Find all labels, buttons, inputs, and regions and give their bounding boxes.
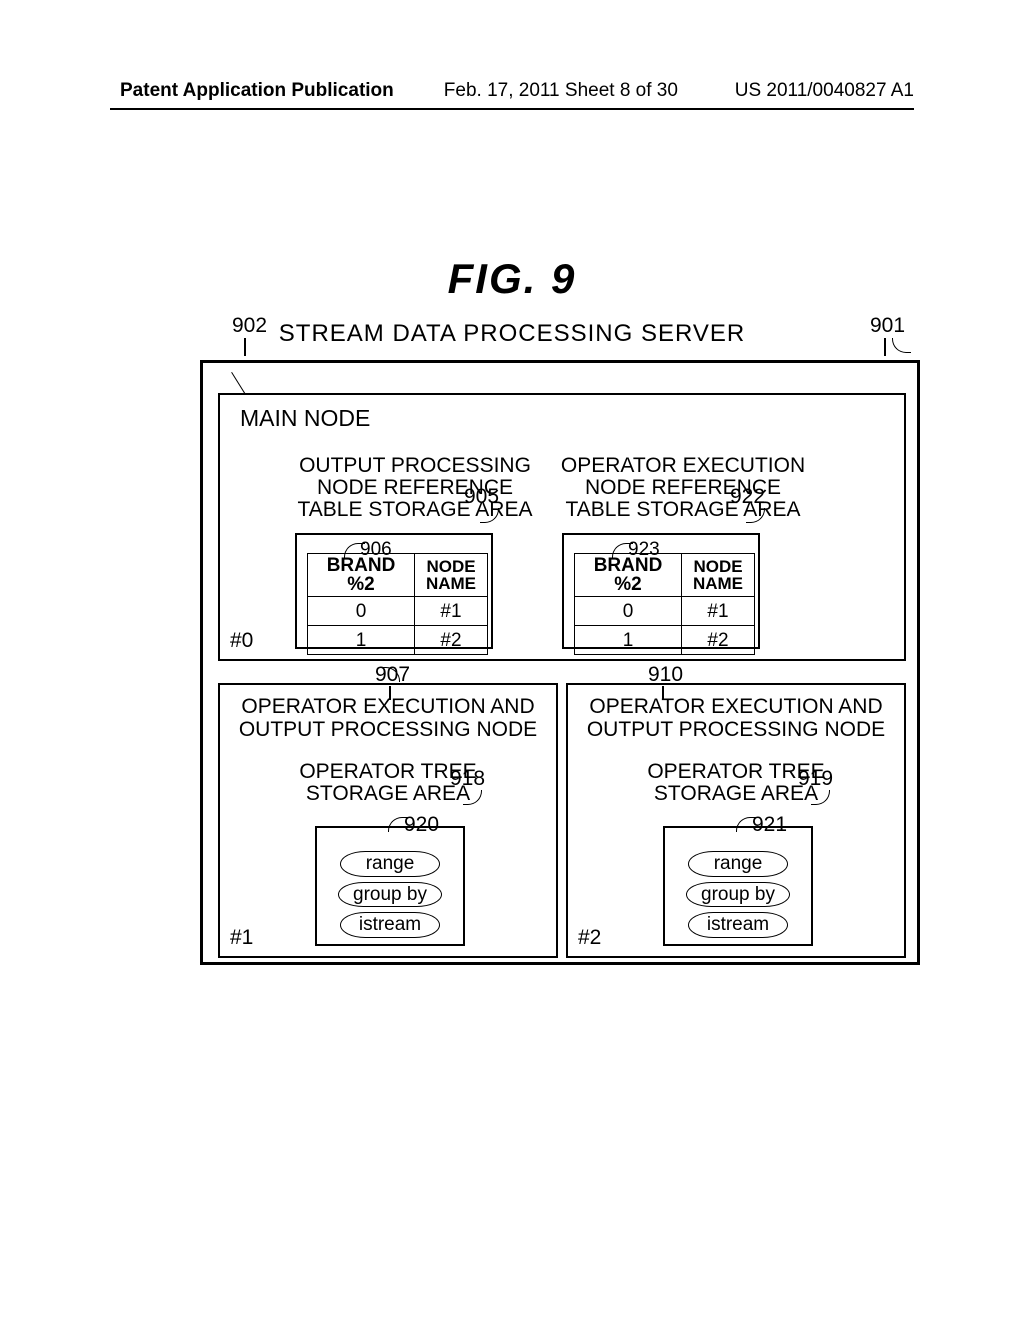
- tr-col-b: NODE NAME: [682, 554, 755, 597]
- leader-901b: [892, 338, 911, 353]
- table-right: BRAND %2 NODE NAME 0 #1 1 #2: [574, 553, 755, 655]
- op-node: group by: [686, 882, 790, 908]
- cell: #1: [682, 597, 755, 626]
- main-node-hash: #0: [230, 629, 253, 653]
- table-row: 0 #1: [308, 597, 488, 626]
- cell: #2: [682, 626, 755, 655]
- sr-h3: TABLE STORAGE AREA: [566, 498, 801, 521]
- exec-right-title: OPERATOR EXECUTION AND OUTPUT PROCESSING…: [568, 695, 904, 741]
- op-node: istream: [340, 912, 440, 938]
- header-sheet-info: Feb. 17, 2011 Sheet 8 of 30: [444, 80, 678, 102]
- exec-right-hash: #2: [578, 926, 601, 950]
- server-box: MAIN NODE #0 OUTPUT PROCESSING NODE REFE…: [200, 360, 920, 965]
- cell: 1: [308, 626, 415, 655]
- ref-918: 918: [450, 767, 485, 791]
- op-node: group by: [338, 882, 442, 908]
- exec-left-hash: #1: [230, 926, 253, 950]
- header-pub-number: US 2011/0040827 A1: [735, 80, 914, 102]
- table-row: 1 #2: [575, 626, 755, 655]
- el-ot2: STORAGE AREA: [306, 782, 470, 805]
- sl-h1: OUTPUT PROCESSING: [299, 454, 531, 477]
- main-node-box: MAIN NODE #0 OUTPUT PROCESSING NODE REFE…: [218, 393, 906, 661]
- table-left: BRAND %2 NODE NAME 0 #1 1 #2: [307, 553, 488, 655]
- ref-901: 901: [870, 314, 905, 338]
- operator-tree-left: range group by istream: [315, 826, 465, 946]
- op-node: istream: [688, 912, 788, 938]
- tl-col-b: NODE NAME: [415, 554, 488, 597]
- cell: 0: [308, 597, 415, 626]
- ref-922: 922: [730, 485, 765, 509]
- tl-col-a: BRAND %2: [308, 554, 415, 597]
- exec-right-ot-heading: OPERATOR TREE STORAGE AREA: [568, 761, 904, 805]
- er-t1: OPERATOR EXECUTION AND: [589, 695, 882, 718]
- patent-page: Patent Application Publication Feb. 17, …: [0, 0, 1024, 1320]
- tr-col-b2: NAME: [693, 574, 743, 593]
- exec-left-title: OPERATOR EXECUTION AND OUTPUT PROCESSING…: [220, 695, 556, 741]
- op-node: range: [688, 851, 788, 877]
- leader-901: [884, 338, 886, 356]
- exec-node-left: OPERATOR EXECUTION AND OUTPUT PROCESSING…: [218, 683, 558, 958]
- storage-right-box: BRAND %2 NODE NAME 0 #1 1 #2: [562, 533, 760, 649]
- er-ot2: STORAGE AREA: [654, 782, 818, 805]
- storage-left-box: BRAND %2 NODE NAME 0 #1 1 #2: [295, 533, 493, 649]
- table-row: 0 #1: [575, 597, 755, 626]
- el-t2: OUTPUT PROCESSING NODE: [239, 718, 537, 741]
- figure-title: FIG. 9: [0, 255, 1024, 303]
- page-header: Patent Application Publication Feb. 17, …: [0, 80, 1024, 102]
- header-publication: Patent Application Publication: [120, 80, 394, 102]
- sr-h1: OPERATOR EXECUTION: [561, 454, 805, 477]
- cell: 0: [575, 597, 682, 626]
- exec-node-right: OPERATOR EXECUTION AND OUTPUT PROCESSING…: [566, 683, 906, 958]
- tl-col-b2: NAME: [426, 574, 476, 593]
- table-row: 1 #2: [308, 626, 488, 655]
- el-t1: OPERATOR EXECUTION AND: [241, 695, 534, 718]
- header-rule: [110, 108, 914, 110]
- leader-902: [244, 338, 246, 356]
- ref-905: 905: [464, 485, 499, 509]
- cell: #2: [415, 626, 488, 655]
- operator-tree-right: range group by istream: [663, 826, 813, 946]
- cell: 1: [575, 626, 682, 655]
- cell: #1: [415, 597, 488, 626]
- exec-left-ot-heading: OPERATOR TREE STORAGE AREA: [220, 761, 556, 805]
- er-t2: OUTPUT PROCESSING NODE: [587, 718, 885, 741]
- ref-902: 902: [232, 314, 267, 338]
- op-node: range: [340, 851, 440, 877]
- tr-col-a: BRAND %2: [575, 554, 682, 597]
- storage-right-heading: OPERATOR EXECUTION NODE REFERENCE TABLE …: [548, 455, 818, 521]
- ref-919: 919: [798, 767, 833, 791]
- main-node-label: MAIN NODE: [240, 405, 370, 432]
- storage-left-heading: OUTPUT PROCESSING NODE REFERENCE TABLE S…: [280, 455, 550, 521]
